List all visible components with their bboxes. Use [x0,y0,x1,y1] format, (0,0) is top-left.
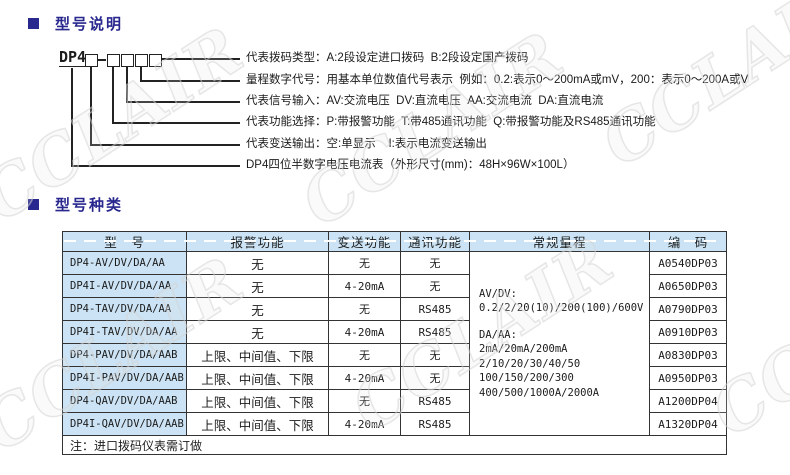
range-group1-label: AV/DV: [479,287,517,300]
cell-model: DP4I-TAV/DV/DA/AA [62,320,187,344]
cell-alarm: 上限、中间值、下限 [186,389,329,413]
diagram-label-function: 代表功能选择：P:带报警功能 T:带485通讯功能 Q:带报警功能及RS485通… [246,116,656,128]
cell-comm: 无 [400,343,470,367]
dash-separator [98,59,106,61]
cell-code: A0830DP03 [649,343,727,367]
section-model-spec-title: 型号说明 [28,13,123,34]
connector-line [140,66,142,80]
table-row: DP4-AV/DV/DA/AA 无 无 无 AV/DV: 0.2/2/20(10… [62,251,727,436]
code-box-4 [135,54,148,67]
range-group2-line: 2mA/20mA/200mA [479,343,568,356]
diagram-label-series: DP4四位半数字电压电流表（外形尺寸(mm)：48H×96W×100L） [246,159,575,171]
cell-comm: RS485 [400,320,470,344]
cell-alarm: 上限、中间值、下限 [186,366,329,390]
bullet-square-icon [28,199,39,210]
diagram-label-range-code: 量程数字代号：用基本单位数值代号表示 例如：0.2:表示0～200mA或mV，2… [246,74,749,86]
cell-output: 无 [328,297,401,321]
connector-line [112,66,114,122]
cell-comm: RS485 [400,412,470,436]
cell-code: A0790DP03 [649,297,727,321]
connector-line [126,101,240,103]
cell-model: DP4-AV/DV/DA/AA [62,251,187,275]
cell-output: 无 [328,251,401,275]
model-types-table: 型 号 报警功能 变送功能 通讯功能 常规量程 编 码 DP4-AV/DV/DA… [62,231,727,455]
cell-comm: RS485 [400,389,470,413]
connector-line [126,66,128,101]
diagram-label-signal-input: 代表信号输入：AV:交流电压 DV:直流电压 AA:交流电流 DA:直流电流 [246,95,604,107]
cell-alarm: 上限、中间值、下限 [186,412,329,436]
table-note-row: 注：进口拨码仪表需订做 [62,435,727,455]
connector-line [162,58,240,60]
connector-line [71,68,73,165]
cell-alarm: 无 [186,251,329,275]
table-row: DP4I-AV/DV/DA/AA 无 4-20mA 无 A0650DP03 [62,274,727,298]
cell-alarm: 无 [186,320,329,344]
cell-code: A0540DP03 [649,251,727,275]
connector-line [90,144,240,146]
cell-output: 无 [328,343,401,367]
connector-line [90,66,92,144]
cell-model: DP4-TAV/DV/DA/AA [62,297,187,321]
bullet-square-icon [28,18,39,29]
range-group2-line: 100/150/200/300 [479,372,574,385]
cell-output: 4-20mA [328,412,401,436]
diagram-label-output: 代表变送输出：空:单显示 I:表示电流变送输出 [246,138,487,150]
cell-comm: RS485 [400,297,470,321]
page-title: 型号说明 [55,16,124,33]
cell-alarm: 无 [186,297,329,321]
section-model-types-title: 型号种类 [28,194,123,215]
cell-alarm: 上限、中间值、下限 [186,343,329,367]
table-note: 注：进口拨码仪表需订做 [62,435,727,455]
range-group2-line: 2/10/20/30/40/50 [479,357,581,370]
table-row: DP4I-TAV/DV/DA/AA 无 4-20mA RS485 A0910DP… [62,320,727,344]
range-group2-label: DA/AA: [479,328,517,341]
cell-model: DP4I-AV/DV/DA/AA [62,274,187,298]
cell-code: A1200DP04 [649,389,727,413]
cell-model: DP4I-PAV/DV/DA/AAB [62,366,187,390]
model-types-table-wrap: 型 号 报警功能 变送功能 通讯功能 常规量程 编 码 DP4-AV/DV/DA… [62,231,727,455]
cell-comm: 无 [400,251,470,275]
connector-line [140,80,240,82]
cell-range: AV/DV: 0.2/2/20(10)/200(100)/600V DA/AA:… [469,251,650,436]
cell-model: DP4-QAV/DV/DA/AAB [62,389,187,413]
cell-code: A0950DP03 [649,366,727,390]
model-prefix: DP4 [59,48,87,67]
range-group1-value: 0.2/2/20(10)/200(100)/600V [479,302,644,315]
table-row: DP4-PAV/DV/DA/AAB 上限、中间值、下限 无 无 A0830DP0… [62,343,727,367]
cell-comm: 无 [400,366,470,390]
code-box-3 [121,54,134,67]
header-dashed-line [64,240,724,242]
range-gap [479,316,645,328]
code-box-5 [149,54,162,67]
cell-comm: 无 [400,274,470,298]
cell-model: DP4-PAV/DV/DA/AAB [62,343,187,367]
section-title: 型号种类 [55,197,124,214]
connector-line [112,122,240,124]
cell-alarm: 无 [186,274,329,298]
code-box-1 [85,54,98,67]
cell-code: A0650DP03 [649,274,727,298]
code-box-2 [107,54,120,67]
range-group2-line: 400/500/1000A/2000A [479,386,600,399]
table-row: DP4I-PAV/DV/DA/AAB 上限、中间值、下限 4-20mA 无 A0… [62,366,727,390]
connector-line [71,165,240,167]
cell-output: 4-20mA [328,366,401,390]
diagram-label-dial-type: 代表拨码类型：A:2段设定进口拨码 B:2段设定国产拨码 [246,52,529,64]
cell-model: DP4I-QAV/DV/DA/AAB [62,412,187,436]
cell-output: 无 [328,389,401,413]
cell-code: A1320DP04 [649,412,727,436]
cell-output: 4-20mA [328,274,401,298]
cell-output: 4-20mA [328,320,401,344]
table-row: DP4-QAV/DV/DA/AAB 上限、中间值、下限 无 RS485 A120… [62,389,727,413]
cell-code: A0910DP03 [649,320,727,344]
